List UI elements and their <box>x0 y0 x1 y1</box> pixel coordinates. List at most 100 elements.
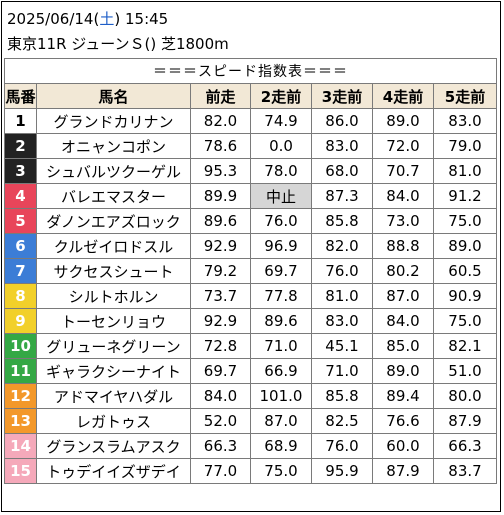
horse-name: グランスラムアスク <box>36 433 191 459</box>
horse-name: トゥデイイズザデイ <box>36 458 191 484</box>
speed-index-value: 84.0 <box>190 383 251 409</box>
table-row: 6 クルゼイロドスル 92.9 96.9 82.0 88.8 89.0 <box>4 233 497 259</box>
horse-name: バレエマスター <box>36 183 191 209</box>
speed-index-value: 71.0 <box>311 358 373 384</box>
speed-index-value: 76.6 <box>372 408 434 434</box>
speed-index-value: 101.0 <box>250 383 312 409</box>
horse-number: 8 <box>4 283 37 309</box>
datetime-line: 2025/06/14(土) 15:45 <box>7 8 168 29</box>
horse-number: 11 <box>4 358 37 384</box>
speed-index-value: 52.0 <box>190 408 251 434</box>
horse-number: 10 <box>4 333 37 359</box>
horse-number: 5 <box>4 208 37 234</box>
speed-index-value: 77.0 <box>190 458 251 484</box>
speed-index-value: 0.0 <box>250 133 312 159</box>
speed-index-value: 90.9 <box>433 283 497 309</box>
horse-name: トーセンリョウ <box>36 308 191 334</box>
speed-index-value: 76.0 <box>311 258 373 284</box>
speed-index-value: 83.7 <box>433 458 497 484</box>
speed-index-value: 中止 <box>250 183 312 209</box>
speed-index-value: 78.0 <box>250 158 312 184</box>
day-of-week-open: ( <box>93 10 100 28</box>
speed-index-value: 68.0 <box>311 158 373 184</box>
table-row: 3 シュバルツクーゲル 95.3 78.0 68.0 70.7 81.0 <box>4 158 497 184</box>
speed-index-value: 92.9 <box>190 308 251 334</box>
speed-index-value: 85.8 <box>311 383 373 409</box>
horse-name: ダノンエアズロック <box>36 208 191 234</box>
speed-index-value: 81.0 <box>433 158 497 184</box>
table-row: 2 オニャンコポン 78.6 0.0 83.0 72.0 79.0 <box>4 133 497 159</box>
speed-index-value: 95.9 <box>311 458 373 484</box>
speed-index-value: 82.0 <box>190 108 251 134</box>
table-row: 9 トーセンリョウ 92.9 89.6 83.0 84.0 75.0 <box>4 308 497 334</box>
column-header: 馬番 <box>4 83 37 109</box>
speed-index-value: 91.2 <box>433 183 497 209</box>
table-row: 5 ダノンエアズロック 89.6 76.0 85.8 73.0 75.0 <box>4 208 497 234</box>
table-row: 10 グリューネグリーン 72.8 71.0 45.1 85.0 82.1 <box>4 333 497 359</box>
horse-name: グリューネグリーン <box>36 333 191 359</box>
column-header: 3走前 <box>311 83 373 109</box>
horse-number: 14 <box>4 433 37 459</box>
speed-index-value: 95.3 <box>190 158 251 184</box>
speed-index-value: 87.0 <box>372 283 434 309</box>
speed-index-value: 71.0 <box>250 333 312 359</box>
speed-index-value: 80.0 <box>433 383 497 409</box>
horse-number: 1 <box>4 108 37 134</box>
column-header: 前走 <box>190 83 251 109</box>
speed-index-value: 89.0 <box>433 233 497 259</box>
table-row: 11 ギャラクシーナイト 69.7 66.9 71.0 89.0 51.0 <box>4 358 497 384</box>
speed-index-value: 85.8 <box>311 208 373 234</box>
speed-index-value: 89.0 <box>372 358 434 384</box>
table-row: 8 シルトホルン 73.7 77.8 81.0 87.0 90.9 <box>4 283 497 309</box>
table-header-row: 馬番 馬名 前走 2走前 3走前 4走前 5走前 <box>4 83 497 109</box>
speed-index-value: 83.0 <box>311 133 373 159</box>
speed-index-value: 73.7 <box>190 283 251 309</box>
horse-number: 2 <box>4 133 37 159</box>
speed-index-value: 86.0 <box>311 108 373 134</box>
horse-name: クルゼイロドスル <box>36 233 191 259</box>
speed-index-value: 84.0 <box>372 183 434 209</box>
speed-index-value: 72.0 <box>372 133 434 159</box>
speed-index-value: 96.9 <box>250 233 312 259</box>
table-row: 12 アドマイヤハダル 84.0 101.0 85.8 89.4 80.0 <box>4 383 497 409</box>
horse-name: レガトゥス <box>36 408 191 434</box>
horse-name: シュバルツクーゲル <box>36 158 191 184</box>
speed-index-value: 51.0 <box>433 358 497 384</box>
table-row: 14 グランスラムアスク 66.3 68.9 76.0 60.0 66.3 <box>4 433 497 459</box>
table-title-row: ＝＝＝スピード指数表＝＝＝ <box>4 58 497 84</box>
speed-index-value: 81.0 <box>311 283 373 309</box>
speed-index-value: 76.0 <box>311 433 373 459</box>
horse-name: グランドカリナン <box>36 108 191 134</box>
table-row: 15 トゥデイイズザデイ 77.0 75.0 95.9 87.9 83.7 <box>4 458 497 484</box>
speed-index-value: 88.8 <box>372 233 434 259</box>
speed-index-value: 89.0 <box>372 108 434 134</box>
speed-index-value: 79.2 <box>190 258 251 284</box>
speed-index-value: 76.0 <box>250 208 312 234</box>
horse-number: 9 <box>4 308 37 334</box>
speed-index-value: 69.7 <box>190 358 251 384</box>
speed-index-value: 75.0 <box>250 458 312 484</box>
horse-name: オニャンコポン <box>36 133 191 159</box>
horse-number: 7 <box>4 258 37 284</box>
horse-name: シルトホルン <box>36 283 191 309</box>
speed-index-value: 66.3 <box>190 433 251 459</box>
column-header: 4走前 <box>372 83 434 109</box>
race-date: 2025/06/14 <box>7 10 94 28</box>
table-row: 7 サクセスシュート 79.2 69.7 76.0 80.2 60.5 <box>4 258 497 284</box>
speed-index-value: 74.9 <box>250 108 312 134</box>
horse-number: 12 <box>4 383 37 409</box>
column-header: 5走前 <box>433 83 497 109</box>
speed-index-value: 77.8 <box>250 283 312 309</box>
column-header: 馬名 <box>36 83 191 109</box>
speed-index-value: 89.9 <box>190 183 251 209</box>
table-row: 13 レガトゥス 52.0 87.0 82.5 76.6 87.9 <box>4 408 497 434</box>
speed-index-value: 87.9 <box>372 458 434 484</box>
speed-index-value: 75.0 <box>433 208 497 234</box>
day-of-week: 土 <box>99 10 115 28</box>
speed-index-value: 89.4 <box>372 383 434 409</box>
speed-index-value: 83.0 <box>433 108 497 134</box>
speed-index-value: 72.8 <box>190 333 251 359</box>
table-title: ＝＝＝スピード指数表＝＝＝ <box>4 58 497 84</box>
horse-number: 15 <box>4 458 37 484</box>
column-header: 2走前 <box>250 83 312 109</box>
